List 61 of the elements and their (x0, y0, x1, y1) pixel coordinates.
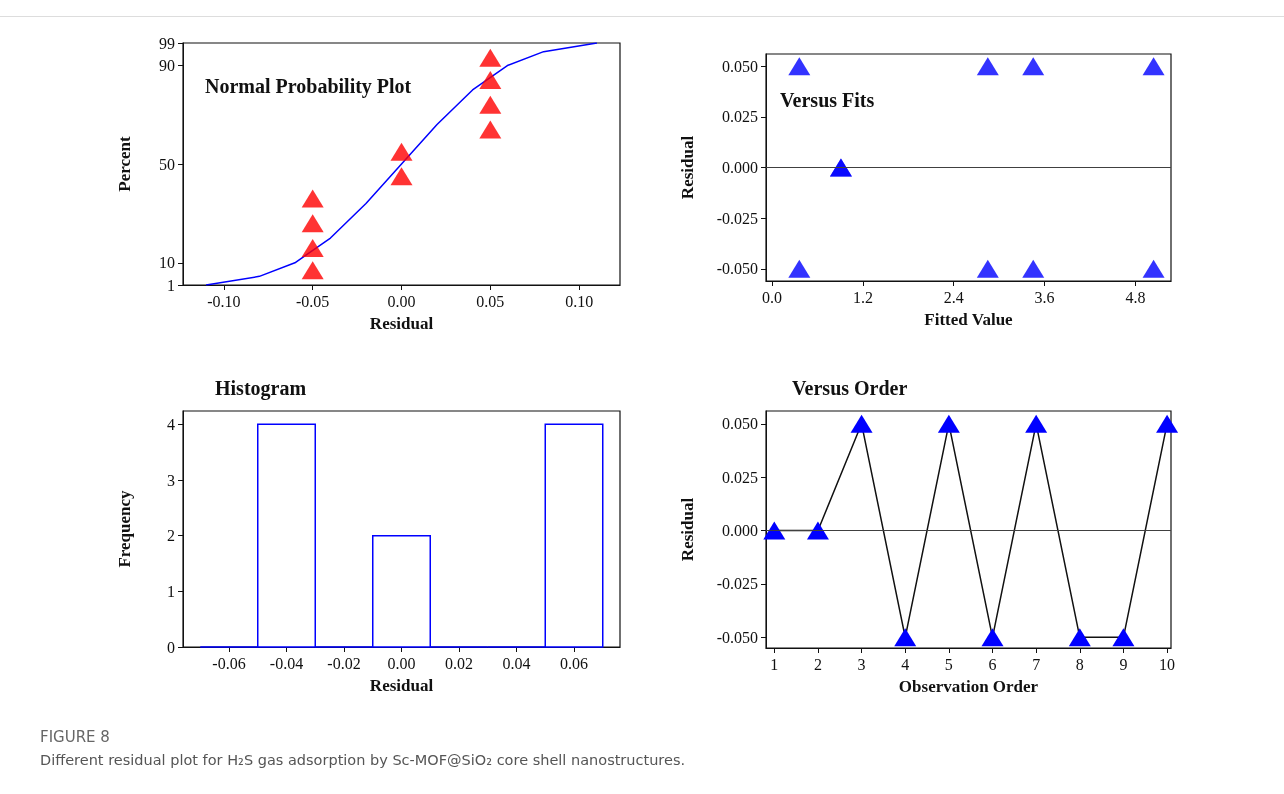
y-tick-label: 0.025 (722, 468, 758, 486)
x-tick-label: 7 (1032, 655, 1041, 673)
y-tick-label: -0.050 (716, 628, 758, 646)
y-tick-label: 4 (167, 415, 175, 433)
x-tick-label: 6 (988, 655, 997, 673)
x-tick-label: 3 (857, 655, 866, 673)
chart-title: Histogram (215, 377, 307, 400)
y-axis-title: Residual (678, 135, 697, 200)
x-axis-title: Observation Order (898, 677, 1039, 696)
text: Different residual plot for H₂S gas adsorption by Sc-MOF@SiO₂ core shell nanostructures. (40, 752, 686, 768)
y-axis-title: Residual (678, 497, 697, 562)
y-tick-label: 0.000 (722, 159, 758, 176)
text: Versus Fits (780, 89, 875, 111)
y-tick-label: 1 (167, 276, 175, 294)
y-tick-label: 90 (159, 56, 175, 74)
x-tick-label: 0.05 (476, 292, 505, 310)
x-tick-label: -0.05 (296, 292, 330, 310)
x-tick-label: 2.4 (943, 288, 964, 306)
x-tick-label: 0.00 (387, 292, 416, 310)
x-tick-label: 1.2 (852, 288, 873, 306)
y-tick-label: 0.050 (722, 57, 758, 75)
x-tick-label: 2 (813, 655, 822, 673)
x-tick-label: 0.0 (762, 288, 783, 306)
y-tick-label: 0.025 (722, 108, 758, 126)
y-tick-label: -0.025 (716, 575, 758, 593)
y-tick-label: 3 (167, 471, 175, 489)
x-tick-label: 5 (944, 655, 953, 673)
x-tick-label: 0.04 (502, 654, 531, 672)
y-tick-label: 99 (159, 34, 175, 52)
x-tick-label: 4 (901, 655, 910, 673)
x-tick-label: 3.6 (1034, 288, 1055, 306)
y-axis-title: Percent (115, 135, 134, 192)
x-tick-label: 8 (1075, 655, 1084, 673)
x-tick-label: 10 (1159, 655, 1176, 673)
y-tick-label: 0.050 (722, 415, 758, 433)
chart-title: Versus Order (792, 377, 908, 399)
y-tick-label: 2 (167, 527, 175, 545)
x-axis-title: Fitted Value (924, 310, 1014, 329)
x-axis-title: Residual (369, 314, 434, 333)
x-tick-label: 4.8 (1125, 288, 1146, 306)
caption: FIGURE 8 (40, 728, 111, 746)
y-tick-label: 0 (167, 638, 175, 656)
x-tick-label: 1 (770, 655, 779, 673)
text: Normal Probability Plot (205, 75, 412, 98)
x-tick-label: 0.06 (560, 654, 588, 672)
x-axis-title: Residual (369, 676, 434, 695)
y-tick-label: 50 (159, 155, 175, 173)
y-axis-title: Frequency (115, 489, 134, 568)
x-tick-label: -0.06 (212, 654, 246, 672)
x-tick-label: 0.00 (387, 654, 416, 672)
y-tick-label: -0.025 (716, 209, 758, 227)
y-tick-label: 0.000 (722, 522, 758, 540)
x-tick-label: -0.02 (327, 654, 361, 672)
x-tick-label: 9 (1119, 655, 1128, 673)
x-tick-label: -0.04 (269, 654, 304, 672)
y-tick-label: -0.050 (716, 260, 758, 278)
y-tick-label: 10 (159, 254, 175, 272)
x-tick-label: 0.10 (565, 292, 594, 310)
x-tick-label: -0.10 (207, 292, 241, 310)
x-tick-label: 0.02 (445, 654, 473, 672)
y-tick-label: 1 (167, 582, 175, 600)
